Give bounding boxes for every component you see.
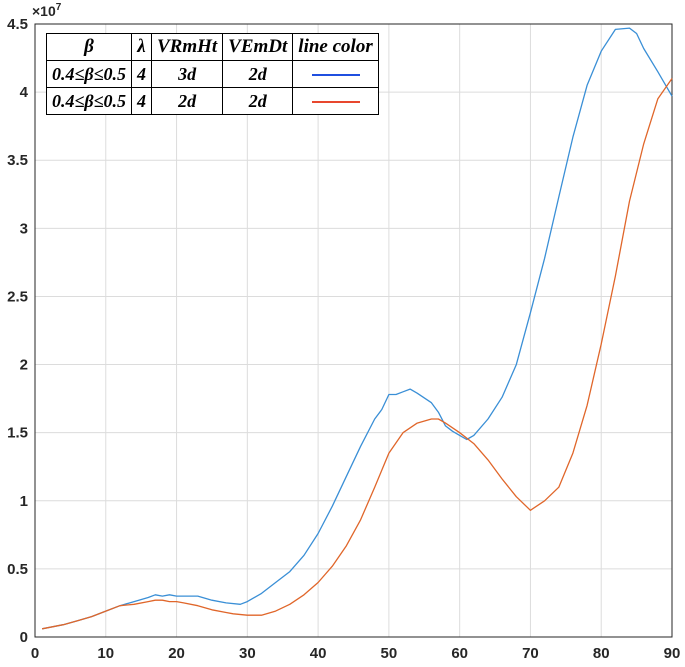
x-tick-label: 20	[168, 645, 185, 662]
y-tick-label: 1.5	[7, 425, 28, 442]
x-tick-label: 90	[664, 645, 681, 662]
x-tick-label: 10	[97, 645, 114, 662]
x-tick-label: 0	[31, 645, 39, 662]
legend-swatch	[311, 101, 360, 104]
x-tick-label: 70	[522, 645, 539, 662]
legend-header-vemdt: VEmDt	[222, 33, 294, 61]
legend-header-line-color: line color	[292, 33, 379, 61]
legend-cell-lambda: 4	[130, 60, 152, 88]
legend-cell-color	[292, 87, 379, 115]
legend-cell-vemdt: 2d	[222, 87, 294, 115]
grid	[35, 24, 672, 637]
legend-swatch	[311, 74, 360, 77]
legend-cell-vrmht: 3d	[150, 60, 224, 88]
legend-row: 0.4≤β≤0.5 4 3d 2d	[46, 60, 379, 88]
y-axis-ticks: 0 0.5 1 1.5 2 2.5 3 3.5 4 4.5	[7, 16, 29, 646]
y-tick-label: 2.5	[7, 288, 28, 305]
legend-cell-vemdt: 2d	[222, 60, 294, 88]
y-tick-label: 4.5	[7, 16, 28, 33]
legend-cell-lambda: 4	[130, 87, 152, 115]
y-tick-label: 4	[20, 84, 29, 101]
series-line-2	[41, 78, 673, 630]
legend-header-lambda: λ	[130, 33, 152, 61]
series-group	[41, 27, 673, 630]
legend-cell-vrmht: 2d	[150, 87, 224, 115]
legend-header-row: β λ VRmHt VEmDt line color	[46, 33, 379, 61]
x-tick-label: 40	[310, 645, 327, 662]
plot-frame	[34, 23, 673, 638]
series-line-1	[41, 27, 673, 630]
legend-row: 0.4≤β≤0.5 4 2d 2d	[46, 87, 379, 115]
x-tick-label: 60	[451, 645, 468, 662]
x-axis-ticks: 0 10 20 30 40 50 60 70 80 90	[31, 645, 681, 662]
legend-cell-color	[292, 60, 379, 88]
x-tick-label: 30	[239, 645, 256, 662]
y-tick-label: 0	[20, 629, 28, 646]
y-axis-multiplier: ×107	[32, 2, 62, 19]
legend-cell-beta: 0.4≤β≤0.5	[46, 60, 132, 88]
legend-table: β λ VRmHt VEmDt line color 0.4≤β≤0.5 4 3…	[46, 33, 379, 115]
y-tick-label: 3	[20, 220, 28, 237]
y-tick-label: 1	[20, 493, 28, 510]
y-tick-label: 0.5	[7, 561, 28, 578]
legend-header-vrmht: VRmHt	[150, 33, 224, 61]
legend-header-beta: β	[46, 33, 132, 61]
y-tick-label: 2	[20, 357, 28, 374]
x-tick-label: 50	[381, 645, 398, 662]
y-tick-label: 3.5	[7, 152, 28, 169]
x-tick-label: 80	[593, 645, 610, 662]
legend-cell-beta: 0.4≤β≤0.5	[46, 87, 132, 115]
